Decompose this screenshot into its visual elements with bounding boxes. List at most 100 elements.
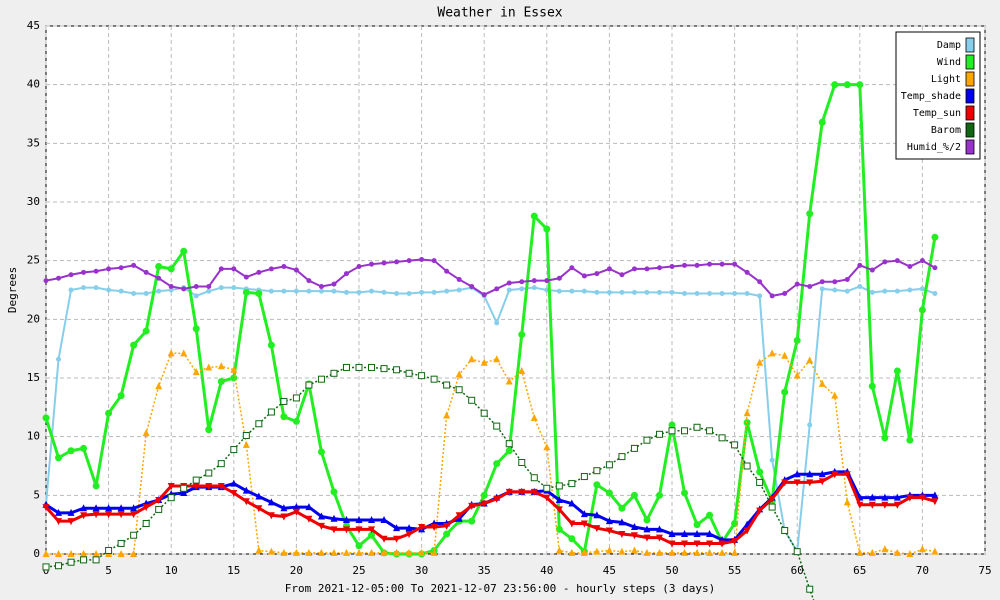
x-tick-label: 35 [478, 564, 491, 577]
point [131, 291, 137, 297]
point [568, 480, 576, 488]
point [857, 262, 863, 268]
point [781, 388, 789, 396]
point [268, 288, 274, 294]
point [418, 524, 426, 532]
point [155, 263, 163, 271]
legend-swatch [965, 88, 975, 104]
point [719, 261, 725, 267]
point [593, 467, 601, 475]
x-tick-label: 65 [853, 564, 866, 577]
point [330, 548, 338, 556]
point [430, 548, 438, 556]
point [56, 356, 62, 362]
point [106, 266, 112, 272]
point [242, 486, 250, 494]
point [643, 436, 651, 444]
point [556, 275, 562, 281]
point [293, 288, 299, 294]
point [468, 502, 476, 510]
point [155, 382, 163, 390]
point [419, 289, 425, 295]
point [756, 468, 764, 476]
point [556, 288, 562, 294]
point [56, 275, 62, 281]
point [143, 291, 149, 297]
point [130, 341, 138, 349]
point [480, 491, 488, 499]
point [630, 523, 638, 531]
point [368, 531, 376, 539]
point [718, 434, 726, 442]
point [342, 363, 350, 371]
point [106, 287, 112, 293]
point [543, 484, 551, 492]
point [130, 531, 138, 539]
point [707, 261, 713, 267]
point [618, 504, 626, 512]
point [743, 419, 751, 427]
point [480, 358, 488, 366]
point [518, 458, 526, 466]
point [694, 291, 700, 297]
point [569, 288, 575, 294]
point [468, 355, 476, 363]
point [267, 547, 275, 555]
point [631, 289, 637, 295]
point [793, 470, 801, 478]
point [217, 482, 225, 490]
point [568, 520, 576, 528]
point [918, 494, 926, 502]
point [618, 547, 626, 555]
point [856, 548, 864, 556]
point [230, 489, 238, 497]
point [406, 291, 412, 297]
point [180, 484, 188, 492]
point [180, 349, 188, 357]
point [156, 288, 162, 294]
point [292, 503, 300, 511]
legend-swatch [965, 139, 975, 155]
point [281, 288, 287, 294]
point [444, 288, 450, 294]
point [92, 556, 100, 564]
point [630, 546, 638, 554]
point [619, 289, 625, 295]
point [93, 285, 99, 291]
point [531, 278, 537, 284]
point [668, 540, 676, 548]
point [167, 265, 175, 273]
point [455, 386, 463, 394]
point [117, 539, 125, 547]
point [242, 288, 250, 296]
x-tick-label: 25 [352, 564, 365, 577]
point [343, 289, 349, 295]
point [267, 498, 275, 506]
point [668, 530, 676, 538]
point [230, 479, 238, 487]
point [793, 336, 801, 344]
point [142, 519, 150, 527]
point [668, 427, 676, 435]
point [906, 436, 914, 444]
y-tick-label: 5 [33, 488, 40, 501]
point [418, 372, 426, 380]
point [130, 511, 138, 519]
point [555, 482, 563, 490]
point [105, 546, 113, 554]
point [243, 274, 249, 280]
point [681, 427, 689, 435]
point [218, 266, 224, 272]
point [819, 286, 825, 292]
point [568, 499, 576, 507]
point [706, 427, 714, 435]
point [593, 525, 601, 533]
point [807, 422, 813, 428]
point [769, 457, 775, 463]
point [568, 548, 576, 556]
point [105, 409, 113, 417]
point [832, 279, 838, 285]
point [80, 512, 88, 520]
point [544, 278, 550, 284]
point [280, 504, 288, 512]
